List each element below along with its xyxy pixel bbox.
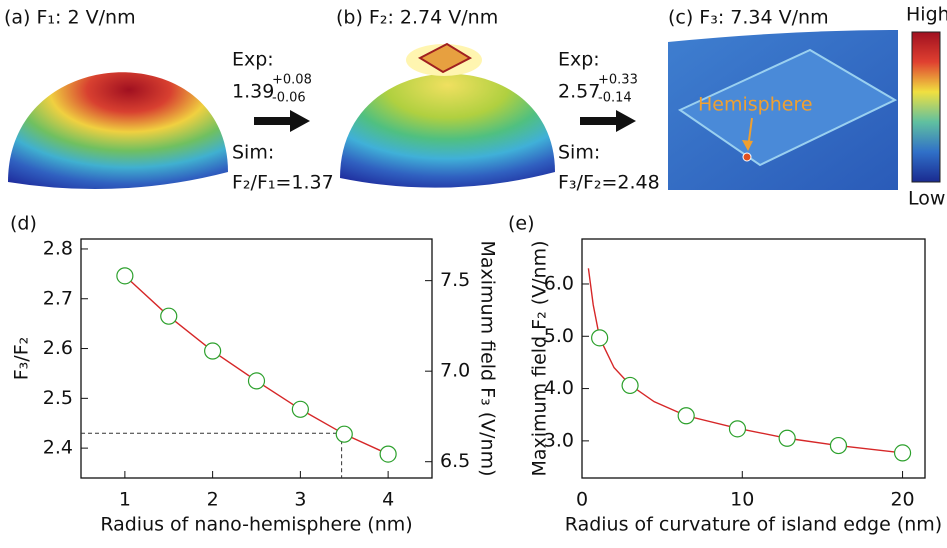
hemisphere-render	[340, 73, 555, 188]
data-point	[247, 372, 266, 390]
data-point	[160, 307, 178, 325]
arrow	[254, 110, 310, 132]
island-render	[677, 48, 898, 167]
ratio-block: Exp: 2.57 +0.33 -0.14 Sim: F₃/F₂=2.48	[558, 49, 660, 194]
y-axis-label: F₃/F₂	[11, 337, 33, 381]
panel-label: (e)	[508, 213, 535, 235]
x-tick-label: 2	[207, 489, 219, 511]
exp-minus: -0.14	[598, 91, 632, 106]
exp-value: 2.57	[558, 81, 600, 103]
data-point	[591, 329, 609, 347]
sim-result: F₃/F₂=2.48	[558, 172, 660, 194]
hemisphere-render	[8, 72, 228, 190]
y-tick-label: 6.0	[544, 272, 574, 294]
fit-line	[587, 268, 903, 454]
x-tick-label: 0	[576, 489, 588, 511]
annotation: Hemisphere	[698, 94, 813, 116]
panel-label: (d)	[10, 213, 37, 235]
data-point	[621, 376, 639, 395]
x-tick-label: 3	[294, 489, 306, 511]
data-point	[116, 267, 134, 285]
data-point	[291, 400, 309, 418]
exp-plus: +0.33	[598, 73, 638, 88]
data-point	[204, 342, 222, 360]
x-axis-label: Radius of nano-hemisphere (nm)	[100, 514, 412, 536]
sim-label: Sim:	[558, 142, 600, 164]
y-tick-label: 2.8	[43, 237, 73, 259]
colorbar	[911, 31, 941, 183]
data-point	[677, 407, 695, 425]
data-point	[379, 445, 397, 463]
y-tick-label: 4.0	[544, 377, 574, 399]
sim-result: F₂/F₁=1.37	[232, 172, 334, 194]
y-tick-label: 3.0	[544, 429, 574, 451]
island	[417, 42, 473, 74]
y-tick-label: 2.6	[43, 337, 73, 359]
exp-value: 1.39	[232, 81, 274, 103]
plot-frame	[80, 238, 433, 479]
y-tick-label: 5.0	[544, 325, 574, 347]
panel-label: (a) F₁: 2 V/nm	[4, 7, 136, 29]
colorbar-low: Low	[908, 188, 945, 210]
ratio-block: Exp: 1.39 +0.08 -0.06 Sim: F₂/F₁=1.37	[232, 49, 334, 194]
sim-label: Sim:	[232, 142, 274, 164]
plot-frame	[581, 238, 926, 479]
y2-tick-label: 7.5	[440, 269, 470, 291]
panel-label: (c) F₃: 7.34 V/nm	[668, 7, 829, 29]
exp-minus: -0.06	[272, 91, 306, 106]
arrow	[580, 110, 636, 132]
data-point	[893, 444, 912, 462]
x-axis-label: Radius of curvature of island edge (nm)	[565, 514, 942, 536]
data-point	[728, 420, 747, 438]
data-point	[335, 425, 353, 443]
y2-axis-label: Maximum field F₃ (V/nm)	[477, 240, 499, 476]
colorbar-high: High	[906, 4, 947, 26]
data-point	[829, 436, 848, 455]
panel-label: (b) F₂: 2.74 V/nm	[336, 7, 498, 29]
x-tick-label: 4	[382, 489, 394, 511]
y-tick-label: 2.4	[43, 437, 73, 459]
y-axis-label: Maximum field F₂ (V/nm)	[529, 240, 551, 476]
exp-label: Exp:	[232, 49, 274, 71]
exp-label: Exp:	[558, 49, 600, 71]
exp-plus: +0.08	[272, 73, 312, 88]
y-tick-label: 2.5	[43, 387, 73, 409]
x-tick-label: 1	[119, 489, 131, 511]
x-tick-label: 10	[730, 489, 754, 511]
y2-tick-label: 7.0	[440, 360, 470, 382]
annotation-arrowhead	[742, 140, 753, 151]
y-tick-label: 2.7	[43, 287, 73, 309]
x-tick-label: 20	[890, 489, 914, 511]
y2-tick-label: 6.5	[440, 450, 470, 472]
hemisphere-dot	[742, 152, 752, 162]
data-point	[778, 429, 796, 447]
